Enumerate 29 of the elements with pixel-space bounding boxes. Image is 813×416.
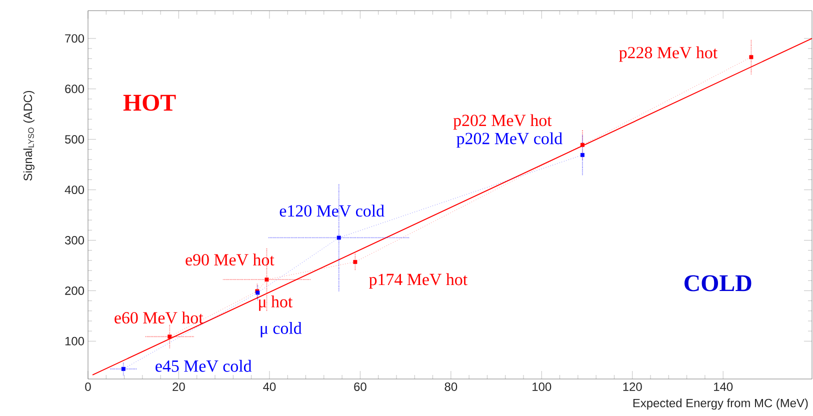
annotation: μ hot	[259, 296, 293, 311]
annotation: COLD	[684, 275, 752, 292]
x-tick-label: 0	[85, 382, 91, 391]
x-tick-label: 40	[263, 382, 276, 391]
x-tick-label: 80	[444, 382, 458, 391]
y-axis-title: Signal$_{LYSO}$ (ADC)	[23, 90, 34, 181]
x-tick-label: 20	[172, 382, 185, 391]
annotation: e90 MeV hot	[186, 254, 274, 266]
annotation: p202 MeV cold	[456, 132, 562, 148]
y-tick-label: 500	[65, 135, 84, 144]
y-tick-label: 400	[64, 186, 84, 194]
annotation: p174 MeV hot	[369, 273, 468, 289]
x-tick-label: 120	[623, 382, 642, 391]
annotation: e45 MeV cold	[156, 360, 252, 372]
annotation: HOT	[123, 94, 176, 111]
y-tick-label: 200	[65, 286, 84, 295]
x-tick-label: 100	[532, 382, 552, 391]
annotation: p228 MeV hot	[619, 46, 718, 62]
y-tick-label: 100	[65, 336, 84, 346]
y-tick-label: 700	[65, 34, 84, 43]
annotation: e60 MeV hot	[114, 312, 204, 324]
y-tick-label: 600	[65, 84, 84, 94]
annotation: e120 MeV cold	[280, 204, 384, 217]
x-tick-label: 60	[354, 382, 366, 391]
x-axis-title: Expected Energy from MC (MeV)	[633, 398, 808, 410]
x-tick-label: 140	[714, 382, 733, 391]
y-tick-label: 300	[64, 236, 84, 244]
annotation: μ cold	[260, 322, 302, 338]
annotation: p202 MeV hot	[453, 114, 552, 130]
